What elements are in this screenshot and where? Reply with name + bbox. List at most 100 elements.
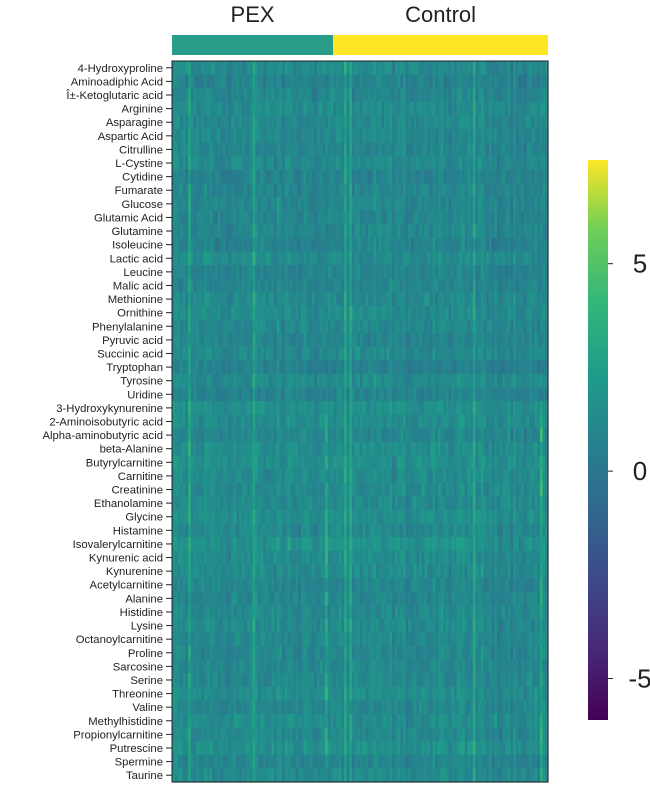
heatmap-cell xyxy=(526,360,530,375)
heatmap-cell xyxy=(451,509,455,525)
heatmap-cell xyxy=(480,305,485,321)
heatmap-cell xyxy=(427,523,431,538)
heatmap-cell xyxy=(300,537,305,552)
heatmap-cell xyxy=(451,129,455,144)
heatmap-cell xyxy=(459,183,463,198)
heatmap-cell xyxy=(233,346,238,361)
heatmap-cell xyxy=(531,197,536,212)
heatmap-cell xyxy=(360,183,364,198)
heatmap-cell xyxy=(408,537,412,552)
heatmap-cell xyxy=(448,373,452,389)
heatmap-cell xyxy=(462,74,466,89)
heatmap-cell xyxy=(513,156,517,171)
heatmap-cell xyxy=(292,278,297,293)
heatmap-cell xyxy=(499,319,503,334)
heatmap-cell xyxy=(370,428,375,443)
heatmap-cell xyxy=(545,183,549,198)
heatmap-cell xyxy=(182,523,187,538)
heatmap-cell xyxy=(206,509,211,525)
heatmap-cell xyxy=(349,455,353,470)
heatmap-cell xyxy=(386,210,391,225)
heatmap-cell xyxy=(421,346,426,361)
heatmap-cell xyxy=(182,61,187,76)
heatmap-cell xyxy=(518,251,522,266)
heatmap-cell xyxy=(529,496,533,511)
heatmap-cell xyxy=(295,537,299,552)
heatmap-cell xyxy=(362,401,366,416)
heatmap-cell xyxy=(292,360,297,375)
heatmap-cell xyxy=(193,101,197,117)
heatmap-cell xyxy=(206,101,211,117)
heatmap-cell xyxy=(459,360,463,375)
heatmap-cell xyxy=(437,197,442,212)
heatmap-cell xyxy=(437,428,442,443)
heatmap-cell xyxy=(295,509,299,525)
heatmap-cell xyxy=(172,156,176,171)
heatmap-cell xyxy=(314,401,318,416)
heatmap-cell xyxy=(244,142,248,157)
heatmap-cell xyxy=(268,156,272,171)
heatmap-cell xyxy=(408,115,412,130)
heatmap-cell xyxy=(290,115,294,130)
heatmap-cell xyxy=(427,210,431,225)
heatmap-cell xyxy=(486,237,490,253)
heatmap-cell xyxy=(188,278,192,293)
heatmap-cell xyxy=(480,169,485,185)
heatmap-cell xyxy=(526,224,530,239)
heatmap-cell xyxy=(220,169,224,185)
heatmap-cell xyxy=(284,482,289,497)
heatmap-cell xyxy=(220,360,224,375)
heatmap-cell xyxy=(351,469,356,484)
heatmap-cell xyxy=(408,346,412,361)
heatmap-cell xyxy=(180,61,184,76)
heatmap-cell xyxy=(225,88,229,103)
heatmap-cell xyxy=(308,319,313,334)
heatmap-cell xyxy=(483,237,487,253)
heatmap-cell xyxy=(494,333,498,348)
heatmap-cell xyxy=(427,441,431,457)
heatmap-cell xyxy=(392,183,396,198)
heatmap-cell xyxy=(486,360,490,375)
heatmap-cell xyxy=(333,210,337,225)
heatmap-cell xyxy=(411,210,415,225)
heatmap-cell xyxy=(266,74,270,89)
heatmap-cell xyxy=(335,414,340,429)
heatmap-cell xyxy=(196,142,200,157)
heatmap-cell xyxy=(534,129,538,144)
heatmap-cell xyxy=(303,482,307,497)
heatmap-cell xyxy=(510,509,514,525)
heatmap-cell xyxy=(303,115,307,130)
heatmap-cell xyxy=(421,319,426,334)
heatmap-cell xyxy=(284,292,289,307)
heatmap-cell xyxy=(317,237,321,253)
heatmap-cell xyxy=(462,61,466,76)
heatmap-cell xyxy=(429,237,434,253)
heatmap-cell xyxy=(502,305,506,321)
heatmap-cell xyxy=(257,469,262,484)
heatmap-cell xyxy=(376,197,380,212)
heatmap-cell xyxy=(287,142,291,157)
heatmap-cell xyxy=(537,509,541,525)
heatmap-cell xyxy=(198,482,203,497)
heatmap-cell xyxy=(333,482,337,497)
heatmap-cell xyxy=(448,101,452,117)
heatmap-cell xyxy=(408,74,412,89)
heatmap-cell xyxy=(325,482,329,497)
heatmap-cell xyxy=(362,360,366,375)
heatmap-cell xyxy=(445,115,450,130)
heatmap-cell xyxy=(333,537,337,552)
heatmap-cell xyxy=(266,251,270,266)
heatmap-cell xyxy=(282,414,286,429)
heatmap-cell xyxy=(529,251,533,266)
heatmap-cell xyxy=(241,346,246,361)
heatmap-cell xyxy=(276,142,281,157)
heatmap-cell xyxy=(190,61,195,76)
heatmap-cell xyxy=(360,74,364,89)
heatmap-cell xyxy=(282,156,286,171)
heatmap-cell xyxy=(228,183,232,198)
heatmap-cell xyxy=(282,373,286,389)
heatmap-cell xyxy=(467,115,471,130)
heatmap-cell xyxy=(252,373,256,389)
heatmap-cell xyxy=(271,156,275,171)
heatmap-cell xyxy=(225,115,229,130)
